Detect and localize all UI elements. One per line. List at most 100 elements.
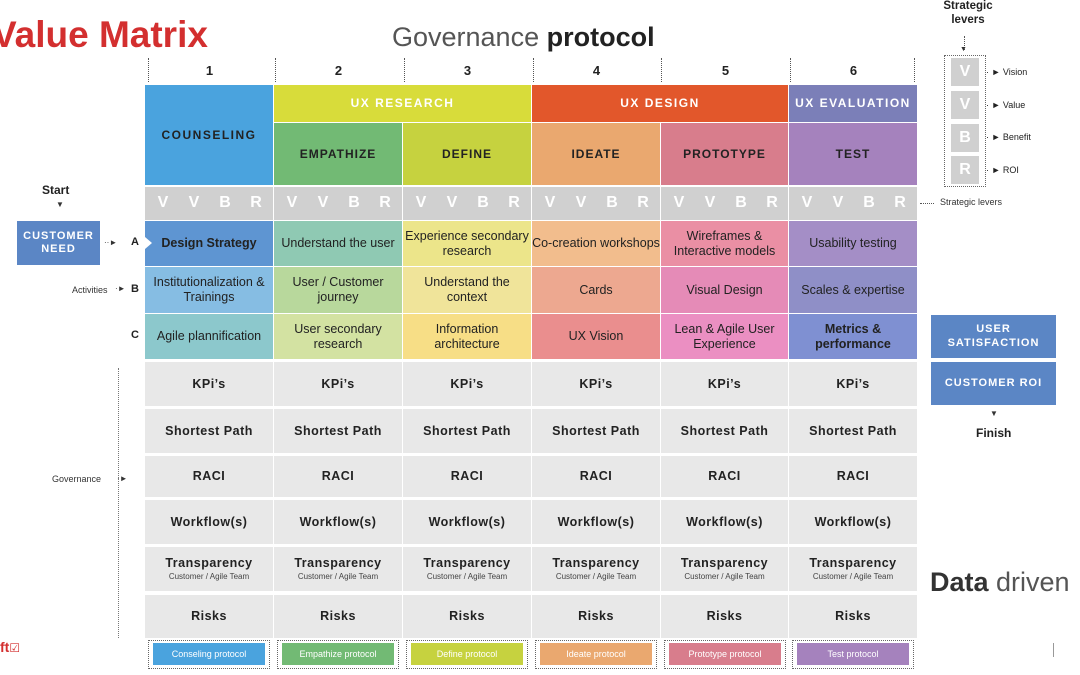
governance-raci-cell: RACI — [661, 456, 788, 497]
activity-a-1: Design Strategy — [145, 221, 273, 266]
transparency-subtitle: Customer / Agile Team — [555, 572, 637, 582]
governance-workflows-label: Workflow(s) — [557, 514, 635, 529]
legend-roi-label: · ► ROI — [986, 165, 1019, 175]
activity-b-6: Scales & expertise — [789, 267, 917, 313]
row-letter-a: A — [131, 236, 139, 248]
lever-benefit: B — [735, 194, 747, 211]
lever-benefit: B — [219, 194, 231, 211]
governance-raci-label: RACI — [450, 469, 484, 483]
governance-risks-cell: Risks — [403, 595, 531, 638]
lever-roi: R — [508, 194, 520, 211]
activity-b-2: User / Customer journey — [274, 267, 402, 313]
column-divider — [790, 58, 791, 82]
governance-raci-label: RACI — [579, 469, 613, 483]
column-number-6: 6 — [849, 62, 858, 78]
governance-workflows-label: Workflow(s) — [428, 514, 506, 529]
logo-text: ft — [0, 639, 10, 655]
legend-vision-text: Vision — [1002, 67, 1028, 77]
legend-value-box: V — [951, 91, 979, 119]
governance-workflows-label: Workflow(s) — [686, 514, 763, 529]
strategic-levers-side-label: Strategic levers — [940, 197, 1003, 207]
lever-benefit: B — [606, 194, 618, 211]
protocol-frame — [148, 640, 270, 669]
prototype-protocol-button[interactable]: Prototype protocol — [669, 643, 781, 665]
governance-label: Governance — [52, 474, 102, 484]
customer-need-box: CUSTOMER NEED — [17, 221, 100, 265]
phase-ux-evaluation: UX EVALUATION — [789, 85, 917, 122]
lever-roi: R — [894, 194, 906, 211]
legend-value-text: Value — [1002, 100, 1026, 110]
page-title: Value Matrix — [0, 14, 208, 55]
governance-transparency-label: Transparency — [552, 556, 640, 571]
protocol-frame — [277, 640, 399, 669]
lever-vision: V — [801, 194, 813, 211]
governance-kpis-label: KPi’s — [579, 376, 613, 391]
lever-vision: V — [415, 194, 427, 211]
governance-raci-cell: RACI — [789, 456, 917, 497]
governance-raci-cell: RACI — [532, 456, 660, 497]
column-divider — [661, 58, 662, 82]
governance-kpis-label: KPi’s — [321, 376, 355, 391]
transparency-subtitle: Customer / Agile Team — [812, 572, 894, 582]
governance-shortest-path-label: Shortest Path — [294, 423, 382, 438]
governance-transparency-cell: Transparency Customer / Agile Team — [661, 547, 788, 591]
row-letter-c: C — [131, 329, 139, 341]
governance-shortest-path-cell: Shortest Path — [145, 409, 273, 453]
lever-roi: R — [250, 194, 262, 211]
column-number-3: 3 — [463, 62, 472, 78]
governance-risks-cell: Risks — [145, 595, 273, 638]
phase-counseling: COUNSELING — [145, 85, 273, 185]
governance-raci-cell: RACI — [145, 456, 273, 497]
governance-risks-label: Risks — [449, 609, 485, 623]
customer-need-arrow-icon: ··► — [104, 238, 118, 247]
governance-kpis-label: KPi’s — [707, 376, 742, 391]
transparency-subtitle: Customer / Agile Team — [168, 572, 250, 582]
lever-value: V — [317, 194, 329, 211]
legend-benefit-label: · ► Benefit — [986, 132, 1031, 142]
governance-transparency-label: Transparency — [680, 556, 769, 571]
governance-kpis-cell: KPi’s — [532, 362, 660, 406]
governance-risks-cell: Risks — [532, 595, 660, 638]
test-protocol-button[interactable]: Test protocol — [797, 643, 909, 665]
subphase-prototype: PROTOTYPE — [661, 123, 788, 185]
governance-transparency-cell: Transparency Customer / Agile Team — [403, 547, 531, 591]
governance-risks-label: Risks — [706, 609, 743, 623]
column-divider — [914, 58, 915, 82]
levers-row-col4: V V B R — [532, 187, 660, 220]
logo: ft☑ — [0, 639, 20, 655]
row-a-arrow-icon — [145, 237, 152, 249]
governance-kpis-cell: KPi’s — [403, 362, 531, 406]
protocol-frame — [535, 640, 657, 669]
subtitle-light: Governance — [392, 22, 547, 52]
legend-title: Strategic levers — [943, 0, 993, 26]
legend-benefit-box: B — [951, 124, 979, 152]
governance-risks-cell: Risks — [274, 595, 402, 638]
legend-frame — [944, 55, 986, 187]
define-protocol-button[interactable]: Define protocol — [411, 643, 523, 665]
protocol-frame — [664, 640, 786, 669]
data-driven-light: driven — [988, 567, 1070, 597]
subphase-empathize: EMPATHIZE — [274, 123, 402, 185]
start-label: Start — [42, 183, 70, 197]
lever-benefit: B — [348, 194, 360, 211]
conseling-protocol-button[interactable]: Conseling protocol — [153, 643, 265, 665]
lever-vision: V — [673, 194, 685, 211]
governance-risks-label: Risks — [835, 609, 871, 623]
governance-arrow-icon: ·► — [117, 474, 128, 483]
governance-workflows-cell: Workflow(s) — [145, 500, 273, 544]
activity-a-6: Usability testing — [789, 221, 917, 266]
governance-kpis-cell: KPi’s — [789, 362, 917, 406]
lever-value: V — [704, 194, 716, 211]
levers-row-col5: V V B R — [661, 187, 788, 220]
governance-shortest-path-label: Shortest Path — [680, 423, 769, 438]
governance-shortest-path-cell: Shortest Path — [532, 409, 660, 453]
empathize-protocol-button[interactable]: Empathize protocol — [282, 643, 394, 665]
governance-transparency-cell: Transparency Customer / Agile Team — [532, 547, 660, 591]
governance-shortest-path-cell: Shortest Path — [789, 409, 917, 453]
phase-ux-research: UX RESEARCH — [274, 85, 531, 122]
governance-bracket — [118, 368, 119, 638]
levers-pointer-line — [920, 203, 934, 204]
governance-raci-cell: RACI — [274, 456, 402, 497]
ideate-protocol-button[interactable]: Ideate protocol — [540, 643, 652, 665]
activity-c-1: Agile plannification — [145, 314, 273, 359]
